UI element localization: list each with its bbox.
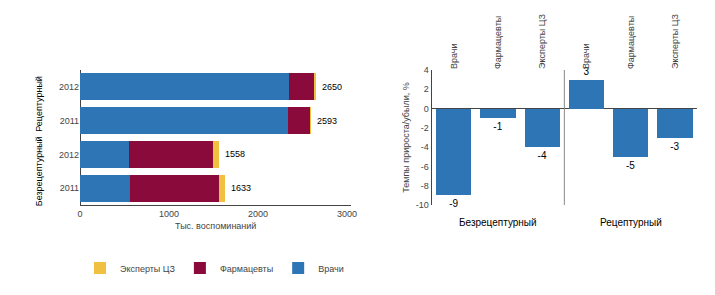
svg-text:-4: -4	[538, 150, 547, 161]
svg-text:Рецептурный: Рецептурный	[600, 217, 662, 228]
svg-text:2011: 2011	[60, 183, 79, 193]
svg-text:-5: -5	[626, 160, 635, 171]
svg-text:Рецептурный: Рецептурный	[34, 76, 44, 132]
svg-text:2012: 2012	[59, 150, 79, 160]
svg-text:2650: 2650	[322, 82, 342, 92]
svg-text:-8: -8	[421, 181, 429, 191]
svg-text:Безрецептурный: Безрецептурный	[34, 136, 44, 206]
svg-text:1633: 1633	[231, 183, 251, 193]
svg-text:Темпы прироста/убыли, %: Темпы прироста/убыли, %	[401, 82, 411, 192]
svg-text:Врачи: Врачи	[449, 43, 459, 69]
svg-text:Фармацевты: Фармацевты	[220, 264, 273, 274]
svg-text:-2: -2	[421, 123, 429, 133]
svg-text:2012: 2012	[59, 82, 79, 92]
svg-text:-4: -4	[421, 142, 429, 152]
svg-text:3000: 3000	[337, 209, 357, 219]
svg-text:2593: 2593	[317, 116, 337, 126]
svg-text:4: 4	[424, 65, 429, 75]
svg-text:Безрецептурный: Безрецептурный	[459, 217, 537, 228]
svg-text:-1: -1	[493, 121, 502, 132]
svg-text:-6: -6	[421, 162, 429, 172]
svg-text:0: 0	[424, 104, 429, 114]
svg-text:3: 3	[583, 66, 589, 77]
svg-text:Тыс. воспоминаний: Тыс. воспоминаний	[175, 221, 256, 231]
svg-text:-3: -3	[670, 141, 679, 152]
svg-text:Эксперты ЦЗ: Эксперты ЦЗ	[537, 14, 547, 69]
svg-text:Эксперты ЦЗ: Эксперты ЦЗ	[670, 14, 680, 69]
svg-text:Эксперты ЦЗ: Эксперты ЦЗ	[120, 264, 175, 274]
svg-text:1558: 1558	[225, 149, 245, 159]
svg-text:0: 0	[77, 209, 82, 219]
svg-text:Фармацевты: Фармацевты	[493, 16, 503, 69]
svg-text:2: 2	[424, 84, 429, 94]
svg-text:-10: -10	[416, 200, 429, 210]
svg-text:1000: 1000	[159, 209, 179, 219]
svg-text:2011: 2011	[60, 116, 79, 126]
svg-text:-9: -9	[449, 198, 458, 209]
svg-text:Врачи: Врачи	[318, 264, 344, 274]
svg-text:Фармацевты: Фармацевты	[626, 16, 636, 69]
svg-text:2000: 2000	[248, 209, 268, 219]
svg-text:Врачи: Врачи	[581, 43, 591, 69]
